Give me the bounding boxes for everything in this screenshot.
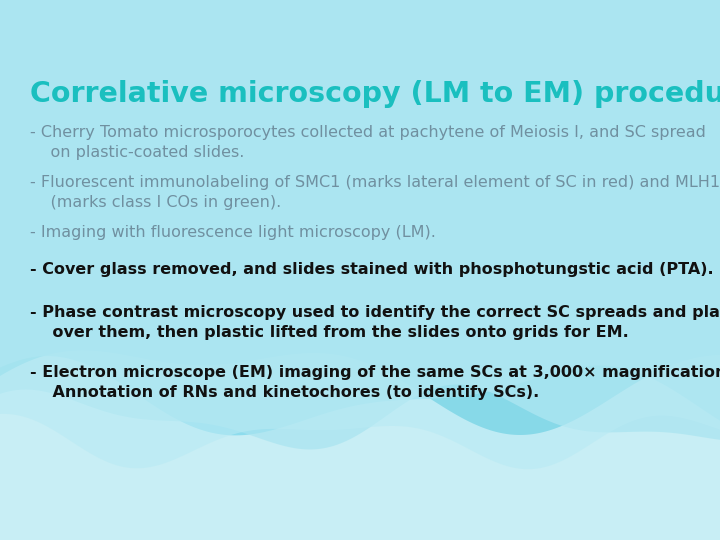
- Polygon shape: [0, 0, 720, 469]
- Text: - Fluorescent immunolabeling of SMC1 (marks lateral element of SC in red) and ML: - Fluorescent immunolabeling of SMC1 (ma…: [30, 175, 720, 210]
- Text: Correlative microscopy (LM to EM) procedure: Correlative microscopy (LM to EM) proced…: [30, 80, 720, 108]
- Text: - Phase contrast microscopy used to identify the correct SC spreads and place gr: - Phase contrast microscopy used to iden…: [30, 305, 720, 340]
- Text: - Cherry Tomato microsporocytes collected at pachytene of Meiosis I, and SC spre: - Cherry Tomato microsporocytes collecte…: [30, 125, 706, 160]
- Text: - Cover glass removed, and slides stained with phosphotungstic acid (PTA).: - Cover glass removed, and slides staine…: [30, 262, 714, 277]
- Polygon shape: [0, 0, 720, 435]
- Text: - Electron microscope (EM) imaging of the same SCs at 3,000× magnification.
    : - Electron microscope (EM) imaging of th…: [30, 365, 720, 400]
- Polygon shape: [0, 0, 720, 449]
- Polygon shape: [0, 0, 720, 435]
- Text: - Imaging with fluorescence light microscopy (LM).: - Imaging with fluorescence light micros…: [30, 225, 436, 240]
